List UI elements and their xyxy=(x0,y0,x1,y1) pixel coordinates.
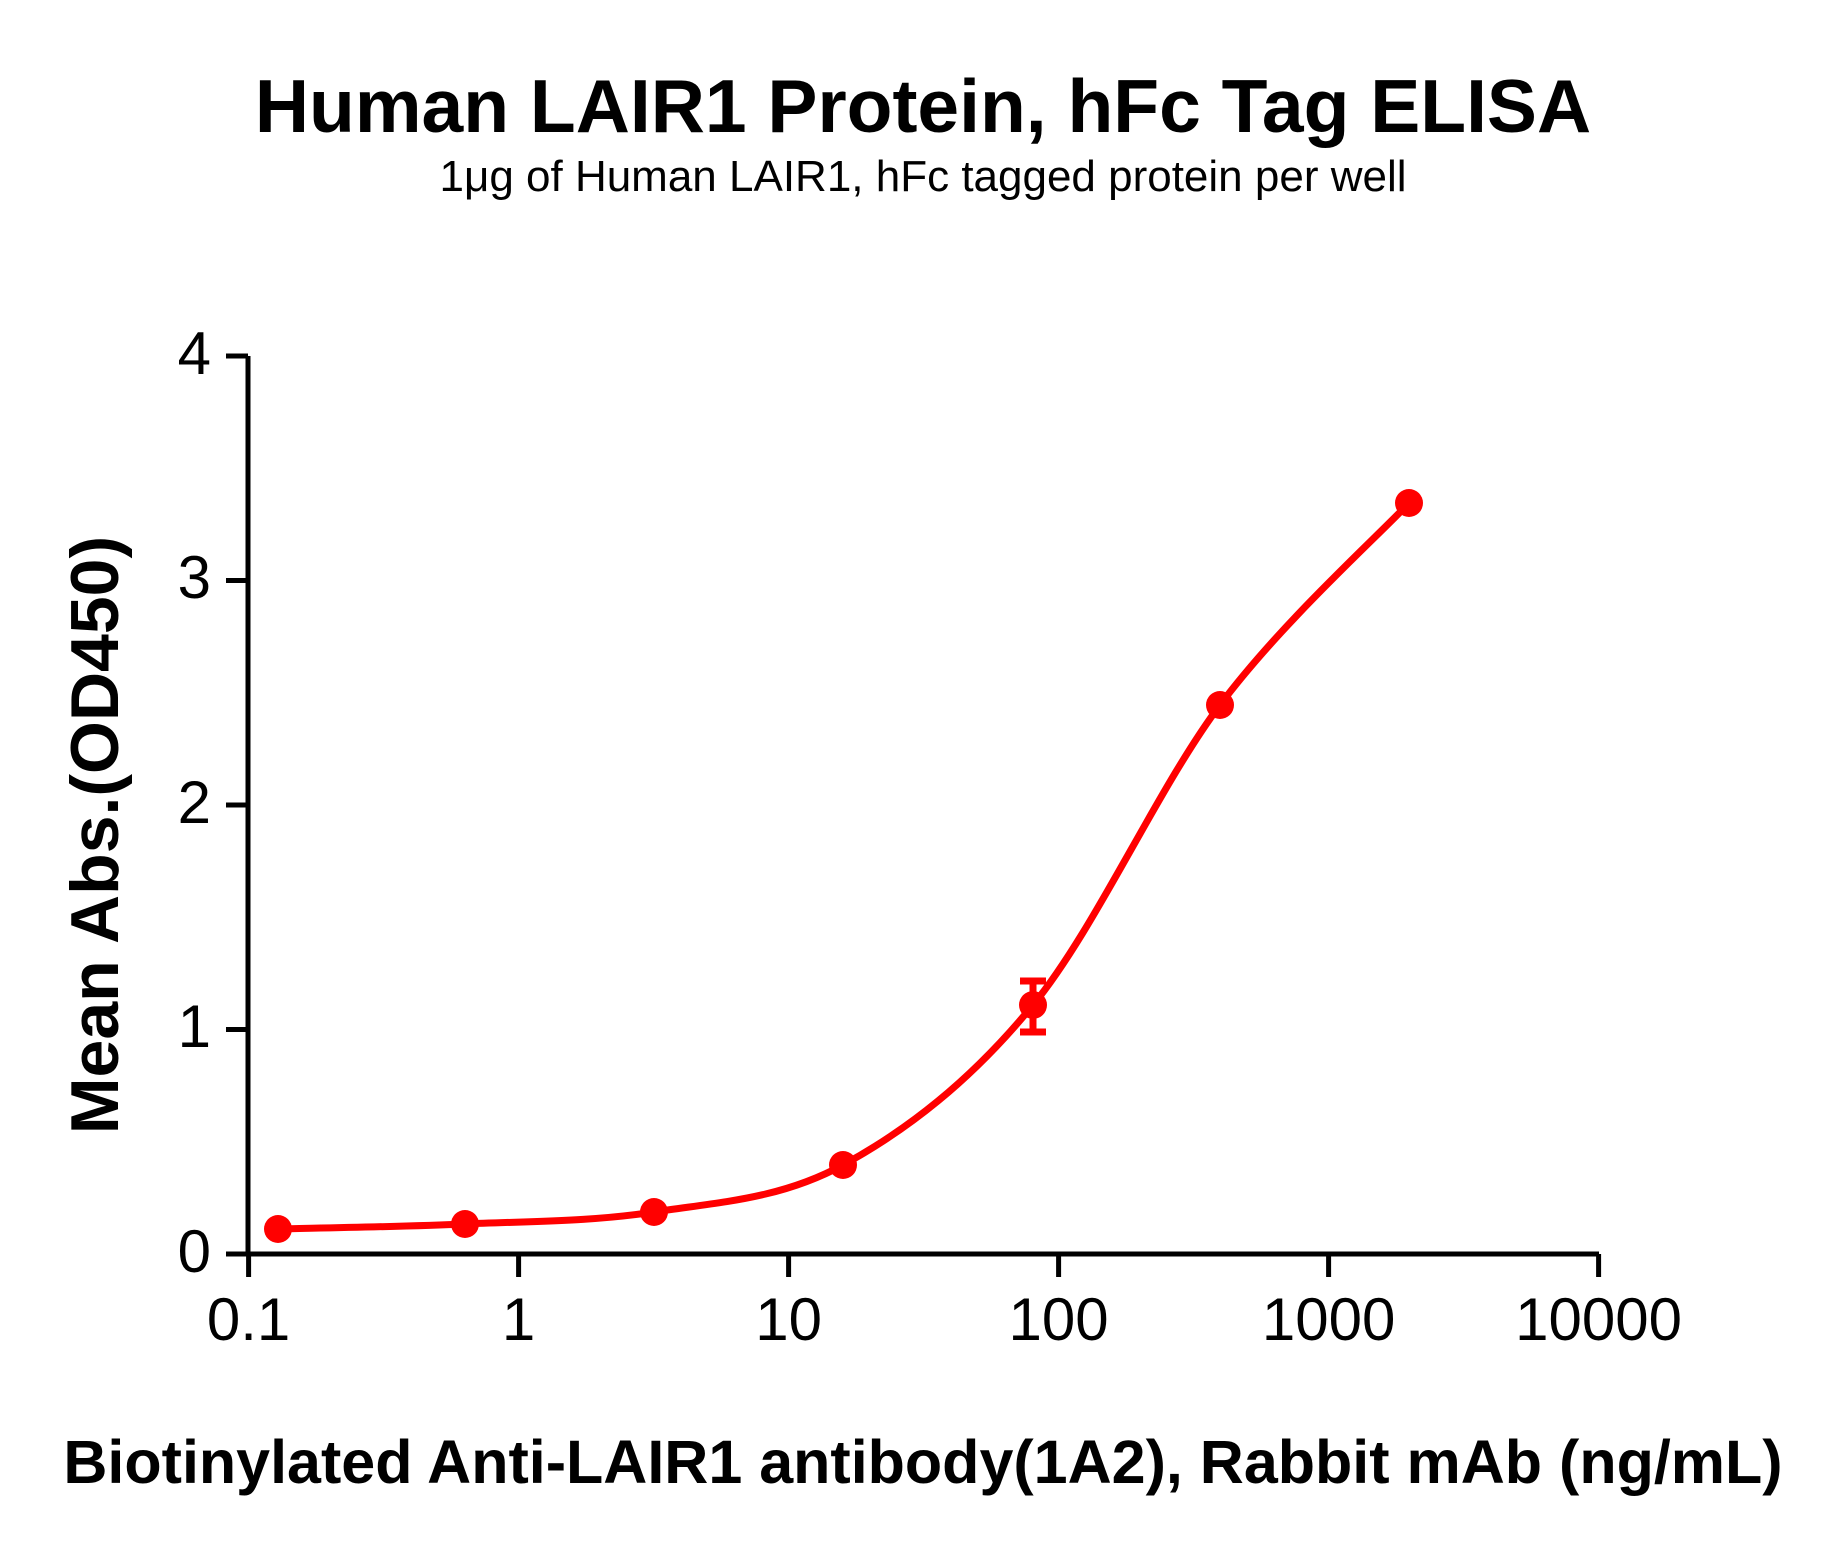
svg-text:10: 10 xyxy=(755,1286,822,1353)
svg-text:1: 1 xyxy=(178,993,211,1060)
svg-text:Mean Abs.(OD450): Mean Abs.(OD450) xyxy=(57,536,133,1134)
svg-text:1: 1 xyxy=(502,1286,535,1353)
svg-text:10000: 10000 xyxy=(1515,1286,1682,1353)
svg-text:0: 0 xyxy=(178,1218,211,1285)
svg-text:2: 2 xyxy=(178,769,211,836)
svg-text:100: 100 xyxy=(1009,1286,1109,1353)
svg-text:3: 3 xyxy=(178,544,211,611)
svg-text:0.1: 0.1 xyxy=(207,1286,290,1353)
svg-text:4: 4 xyxy=(178,320,211,387)
svg-text:1000: 1000 xyxy=(1262,1286,1395,1353)
